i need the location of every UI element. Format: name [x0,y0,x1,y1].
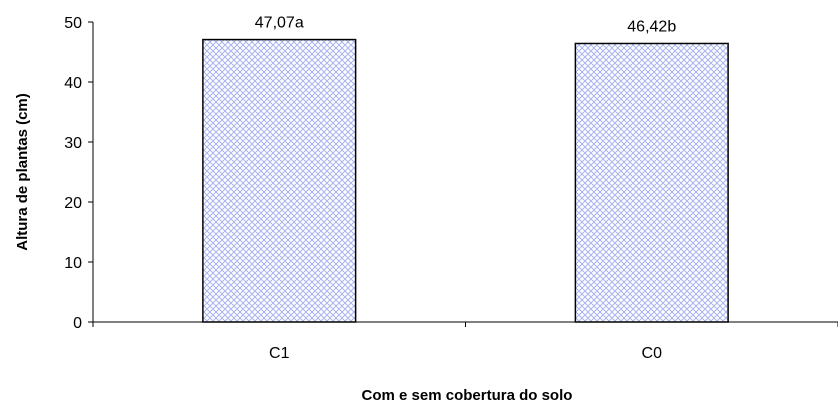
category-label-c0: C0 [642,345,663,362]
y-tick-label: 0 [73,315,82,332]
data-label-c1: 47,07a [255,15,304,32]
x-axis-ticks [92,322,838,327]
bars [202,38,729,323]
y-tick-label: 30 [64,135,82,152]
y-tick-label: 50 [64,15,82,32]
category-label-c1: C1 [269,345,290,362]
data-labels: 47,07a 46,42b [255,15,677,36]
y-tick-label: 20 [64,195,82,212]
x-axis-title: Com e sem cobertura do solo [362,387,573,404]
y-tick-label: 40 [64,75,82,92]
bar-c0 [574,42,729,323]
category-labels: C1 C0 [269,345,662,362]
y-tick-label: 10 [64,255,82,272]
data-label-c0: 46,42b [627,18,676,35]
bar-c1 [202,38,357,323]
y-axis-title: Altura de plantas (cm) [14,93,31,251]
y-axis-ticks: 0 10 20 30 40 50 [64,15,93,332]
